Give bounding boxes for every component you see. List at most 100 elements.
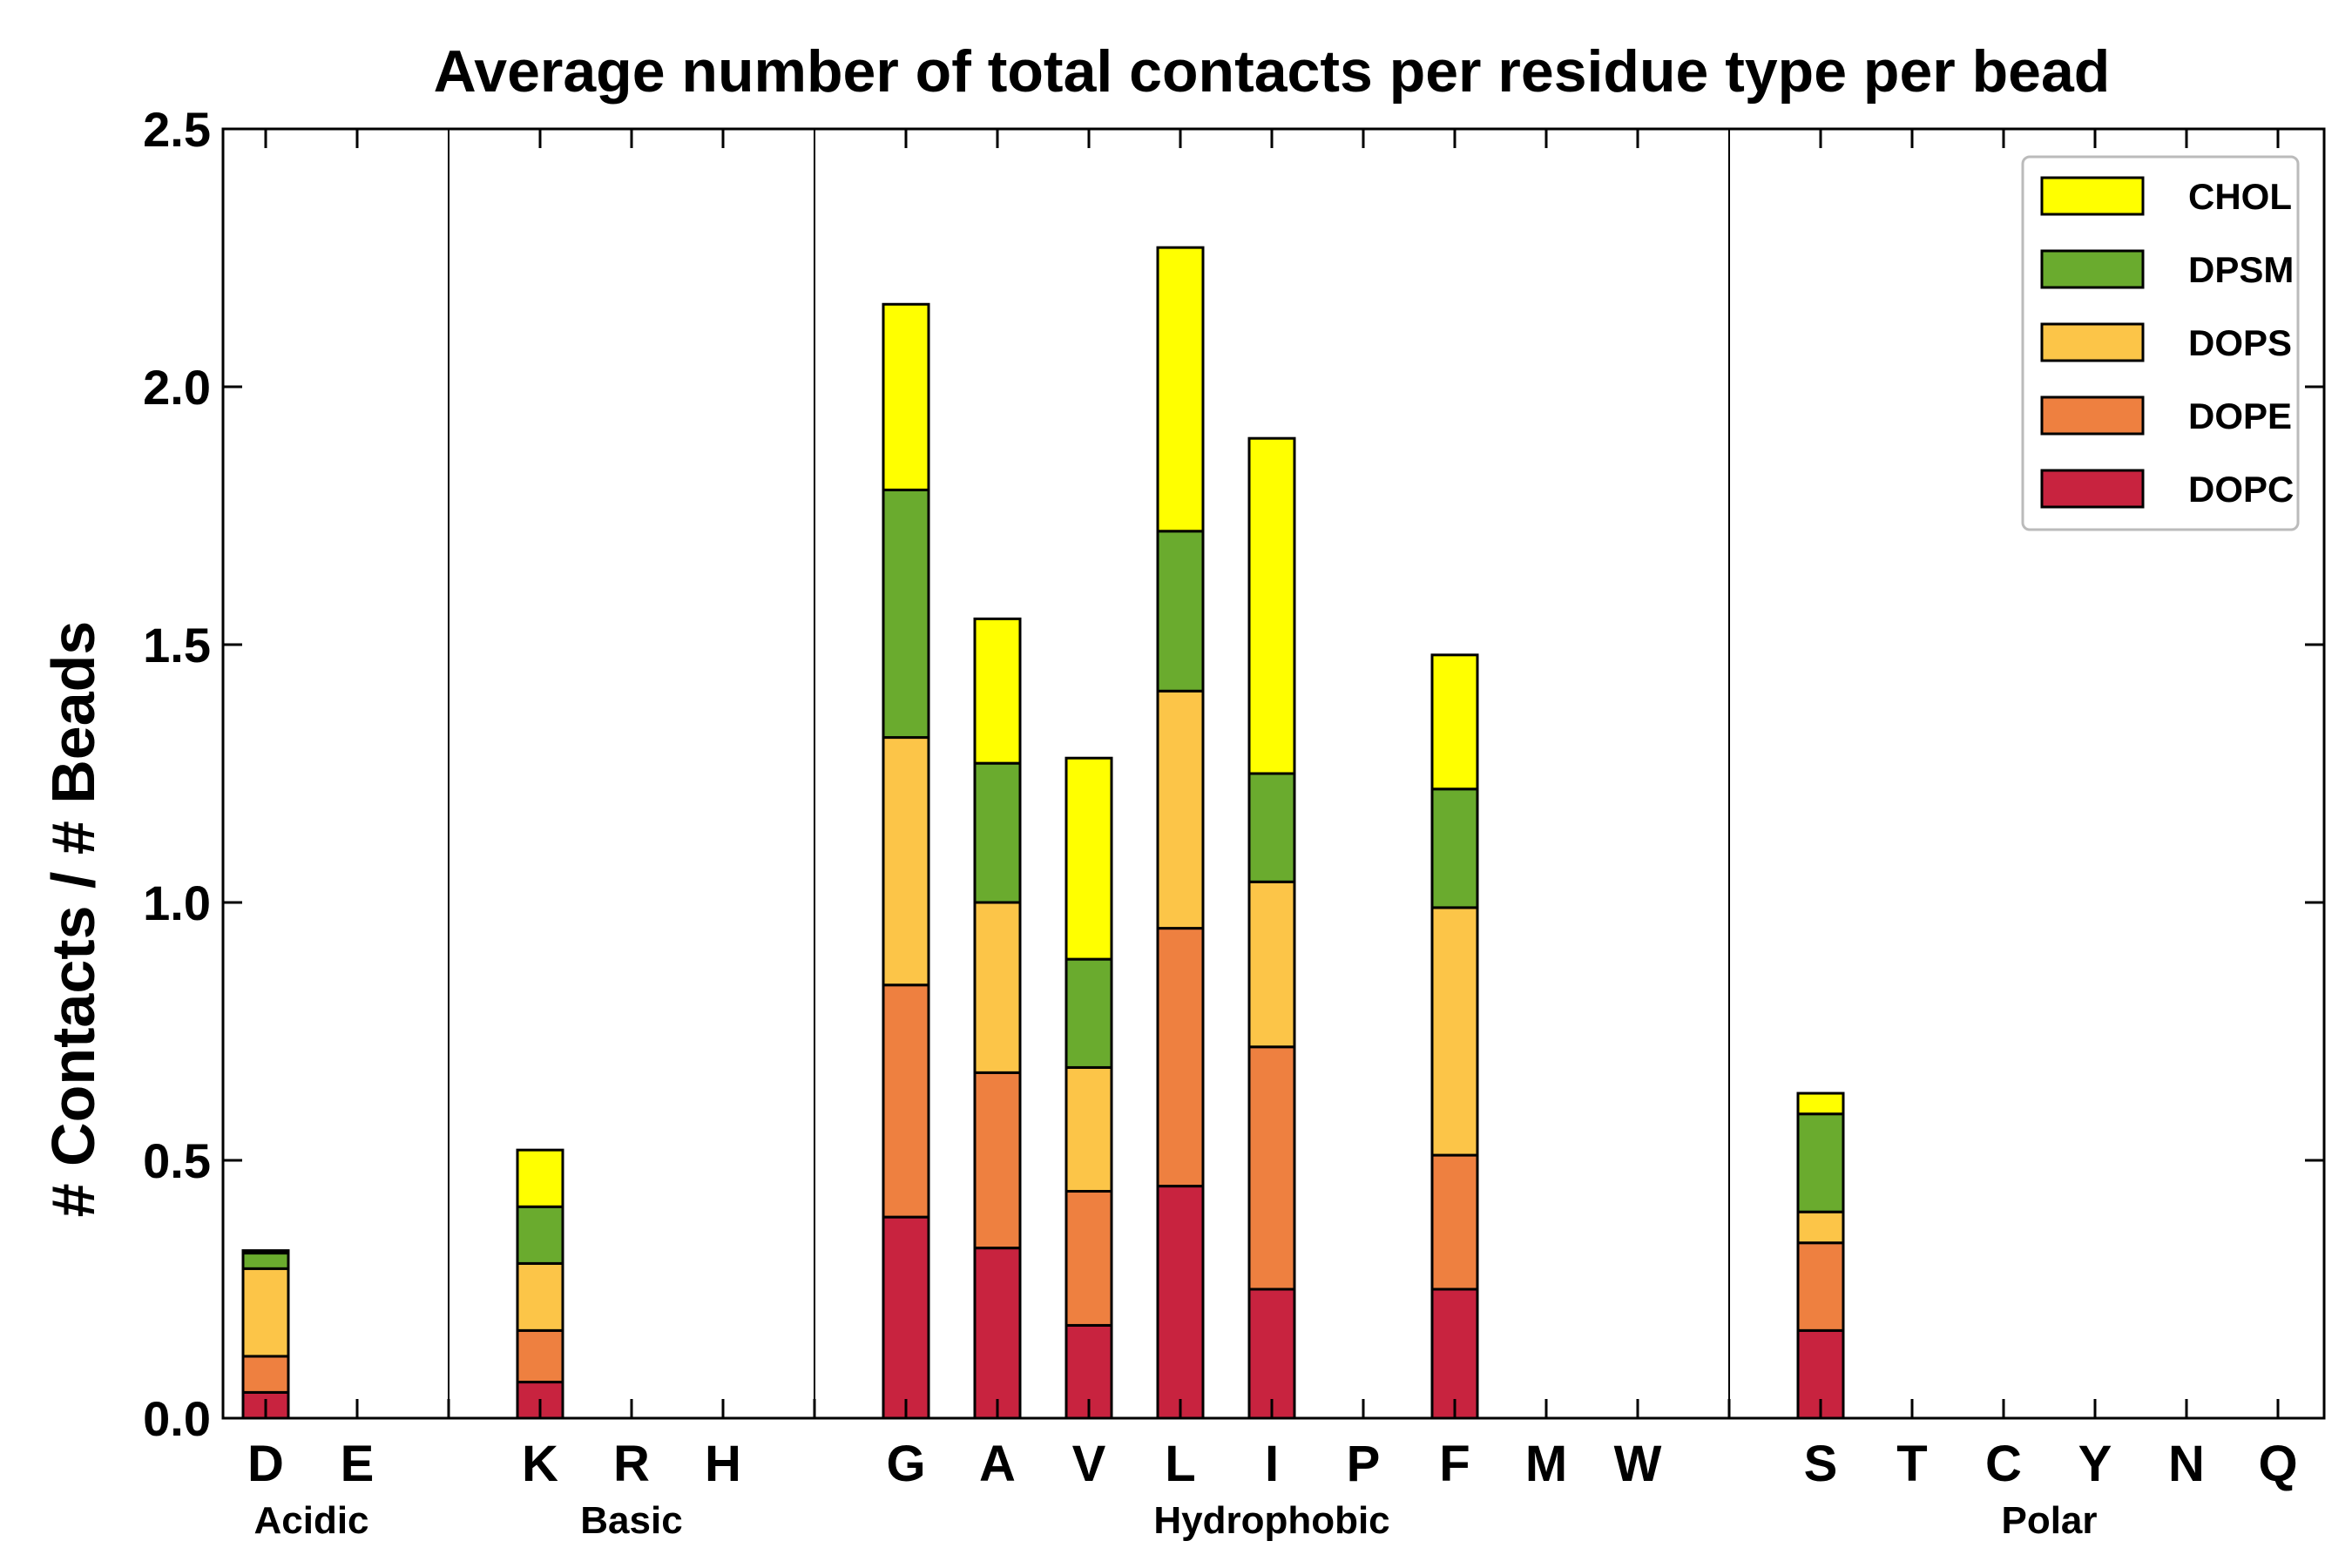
bar-F-dope <box>1430 1153 1479 1291</box>
group-separators <box>448 129 1730 1418</box>
x-tick-label-K: K <box>522 1436 558 1492</box>
x-tick-label-G: G <box>886 1436 925 1492</box>
legend-label-dops: DOPS <box>2188 322 2292 363</box>
x-tick-label-A: A <box>979 1436 1016 1492</box>
legend-swatch-dops <box>2040 322 2145 362</box>
bar-G-dopc <box>882 1215 930 1420</box>
bar-A-chol <box>973 617 1022 765</box>
x-tick-label-Q: Q <box>2258 1436 2297 1492</box>
bar-L-chol <box>1156 246 1205 533</box>
chart-title: Average number of total contacts per res… <box>434 38 2111 105</box>
bar-F-dopc <box>1430 1288 1479 1420</box>
bar-G-dpsm <box>882 488 930 740</box>
y-axis: 0.0 0.5 1.0 1.5 2.0 2.5 <box>143 102 2324 1446</box>
y-tick-label-2: 1.0 <box>143 875 211 930</box>
bar-D-dops <box>241 1267 290 1358</box>
bar-I-dopc <box>1247 1288 1296 1420</box>
bar-L-dopc <box>1156 1185 1205 1420</box>
group-label-acidic: Acidic <box>253 1499 368 1542</box>
legend-label-dopc: DOPC <box>2188 469 2294 510</box>
bar-D-dpsm <box>241 1252 290 1270</box>
plot-frame <box>221 127 2326 1420</box>
bar-stack-K <box>516 1148 564 1420</box>
bar-G-dope <box>882 983 930 1219</box>
bar-K-chol <box>516 1148 564 1208</box>
x-tick-label-N: N <box>2168 1436 2205 1492</box>
x-tick-label-W: W <box>1614 1436 1662 1492</box>
group-labels: Acidic Basic Hydrophobic Polar <box>253 1499 2097 1542</box>
bar-stack-V <box>1064 756 1113 1420</box>
legend-swatch-dope <box>2040 395 2145 436</box>
bar-stack-S <box>1796 1092 1845 1420</box>
bar-K-dpsm <box>516 1205 564 1265</box>
bar-S-dops <box>1796 1210 1845 1245</box>
legend-label-dpsm: DPSM <box>2188 249 2294 290</box>
bar-stack-I <box>1247 436 1296 1420</box>
x-tick-label-D: D <box>247 1436 284 1492</box>
x-tick-label-P: P <box>1347 1436 1381 1492</box>
bar-K-dope <box>516 1328 564 1384</box>
group-label-polar: Polar <box>2001 1499 2097 1542</box>
bar-A-dopc <box>973 1247 1022 1420</box>
x-tick-label-C: C <box>1985 1436 2022 1492</box>
x-tick-label-F: F <box>1439 1436 1470 1492</box>
legend-swatch-dpsm <box>2040 249 2145 289</box>
bars-layer <box>241 246 1845 1420</box>
bar-A-dope <box>973 1071 1022 1250</box>
bar-V-dops <box>1064 1065 1113 1193</box>
group-label-hydrophobic: Hydrophobic <box>1153 1499 1389 1542</box>
bar-K-dops <box>516 1261 564 1332</box>
y-tick-label-4: 2.0 <box>143 360 211 415</box>
bar-stack-G <box>882 302 930 1420</box>
x-tick-label-V: V <box>1072 1436 1106 1492</box>
bar-G-chol <box>882 302 930 491</box>
x-tick-label-H: H <box>705 1436 741 1492</box>
bar-A-dops <box>973 901 1022 1074</box>
bar-V-dpsm <box>1064 957 1113 1069</box>
legend-label-chol: CHOL <box>2188 176 2292 217</box>
legend: CHOL DPSM DOPS DOPE DOPC <box>2021 155 2300 531</box>
bar-S-chol <box>1796 1092 1845 1116</box>
bar-D-chol <box>241 1249 290 1255</box>
bar-D-dope <box>241 1355 290 1394</box>
bar-G-dops <box>882 736 930 987</box>
legend-label-dope: DOPE <box>2188 395 2292 436</box>
x-tick-label-T: T <box>1896 1436 1927 1492</box>
bar-V-chol <box>1064 756 1113 961</box>
x-tick-label-S: S <box>1804 1436 1838 1492</box>
bar-stack-A <box>973 617 1022 1420</box>
bar-L-dope <box>1156 927 1205 1188</box>
y-tick-label-0: 0.0 <box>143 1391 211 1446</box>
bar-L-dpsm <box>1156 530 1205 693</box>
x-tick-label-Y: Y <box>2078 1436 2112 1492</box>
bar-I-chol <box>1247 436 1296 775</box>
bar-S-dpsm <box>1796 1112 1845 1213</box>
bar-L-dops <box>1156 689 1205 930</box>
bar-V-dope <box>1064 1190 1113 1327</box>
bar-F-dpsm <box>1430 787 1479 909</box>
y-tick-label-3: 1.5 <box>143 618 211 672</box>
legend-swatch-chol <box>2040 176 2145 216</box>
x-tick-label-M: M <box>1525 1436 1567 1492</box>
bar-stack-D <box>241 1249 290 1420</box>
bar-F-dops <box>1430 906 1479 1157</box>
x-tick-label-I: I <box>1265 1436 1279 1492</box>
group-label-basic: Basic <box>580 1499 682 1542</box>
y-tick-label-1: 0.5 <box>143 1133 211 1188</box>
bar-I-dops <box>1247 880 1296 1049</box>
x-tick-label-E: E <box>341 1436 375 1492</box>
legend-swatch-dopc <box>2040 469 2145 509</box>
bar-F-chol <box>1430 653 1479 791</box>
y-axis-label: # Contacts / # Beads <box>39 621 107 1218</box>
bar-I-dope <box>1247 1045 1296 1291</box>
bar-stack-L <box>1156 246 1205 1420</box>
bar-S-dope <box>1796 1241 1845 1332</box>
y-tick-label-5: 2.5 <box>143 102 211 157</box>
bar-stack-F <box>1430 653 1479 1420</box>
x-tick-label-R: R <box>613 1436 650 1492</box>
bar-A-dpsm <box>973 761 1022 904</box>
x-tick-label-L: L <box>1165 1436 1195 1492</box>
bar-I-dpsm <box>1247 772 1296 883</box>
